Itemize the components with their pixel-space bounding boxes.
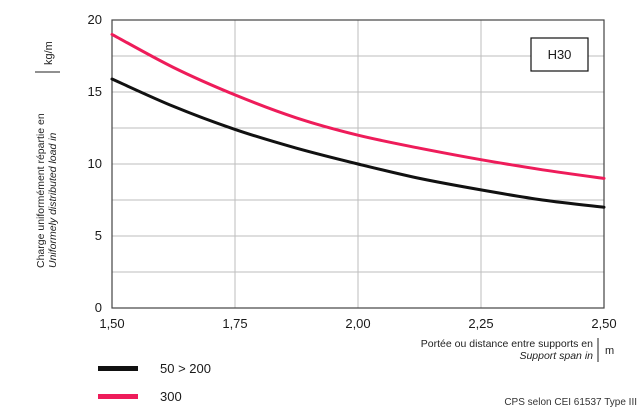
- y-tick-label: 5: [95, 228, 102, 243]
- y-tick-label: 10: [88, 156, 102, 171]
- x-tick-label: 1,50: [99, 316, 124, 331]
- y-tick-labels: 0 5 10 15 20: [88, 12, 102, 315]
- y-tick-label: 0: [95, 300, 102, 315]
- y-axis-unit: kg/m: [43, 41, 55, 65]
- x-axis-label: Portée ou distance entre supports en Sup…: [421, 338, 614, 362]
- x-tick-label: 2,00: [345, 316, 370, 331]
- y-axis-label: Charge uniformément répartie en Uniforme…: [35, 41, 60, 268]
- legend-label-50-200: 50 > 200: [160, 361, 211, 376]
- series-layer: [110, 32, 606, 209]
- x-tick-label: 2,50: [591, 316, 616, 331]
- footnote: CPS selon CEI 61537 Type III: [504, 397, 637, 408]
- x-tick-label: 1,75: [222, 316, 247, 331]
- y-tick-label: 20: [88, 12, 102, 27]
- x-axis-title-en: Support span in: [519, 350, 593, 362]
- plot-frame: [111, 19, 605, 309]
- series-line-50-200: [110, 77, 606, 209]
- y-tick-label: 15: [88, 84, 102, 99]
- y-axis-title: Charge uniformément répartie en: [35, 113, 47, 268]
- series-line-300: [110, 32, 606, 180]
- legend-label-300: 300: [160, 389, 182, 404]
- legend: 50 > 200 300: [98, 361, 211, 404]
- x-axis-unit: m: [605, 345, 614, 357]
- x-tick-labels: 1,50 1,75 2,00 2,25 2,50: [99, 316, 616, 331]
- badge-label: H30: [548, 47, 572, 62]
- legend-swatch-black: [98, 366, 138, 371]
- x-axis-title: Portée ou distance entre supports en: [421, 338, 593, 350]
- y-axis-title-en: Uniformely distributed load in: [47, 132, 59, 268]
- legend-swatch-red: [98, 394, 138, 399]
- x-tick-label: 2,25: [468, 316, 493, 331]
- chart-badge: H30: [530, 37, 589, 72]
